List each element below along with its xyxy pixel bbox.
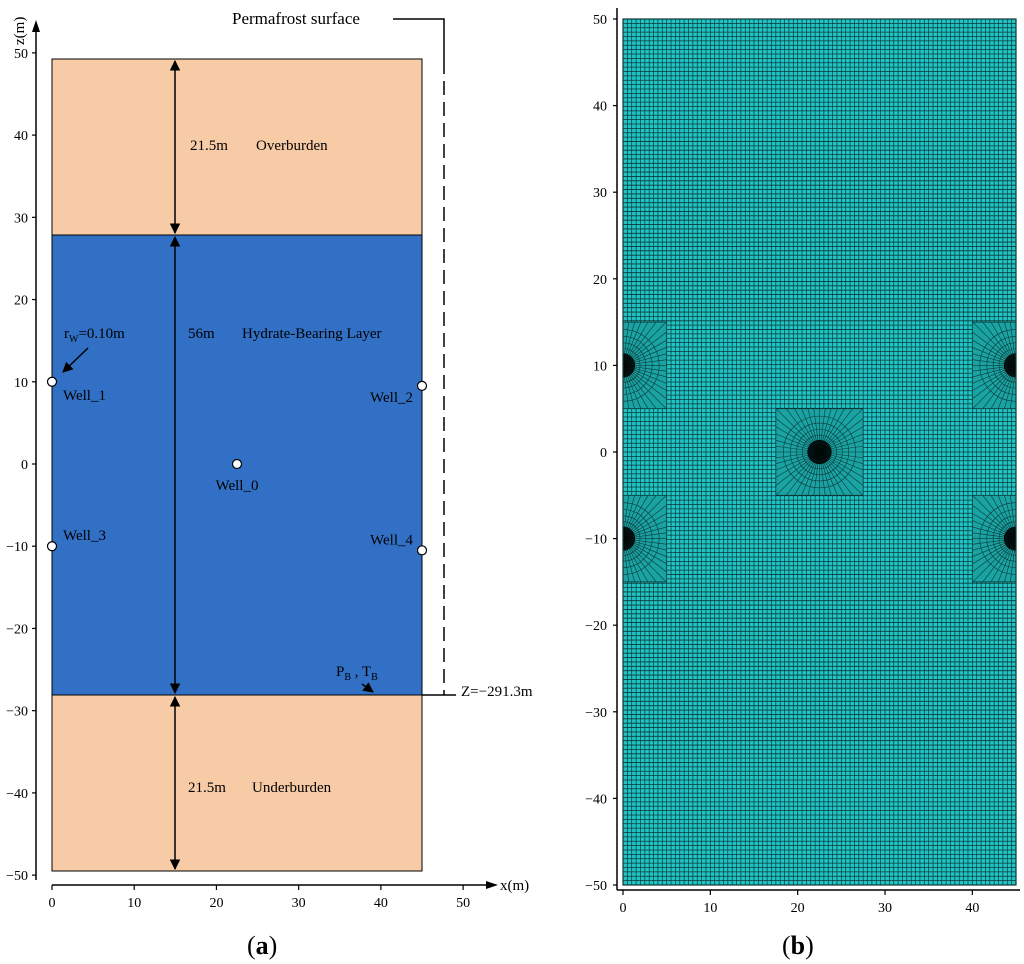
x-tick-label: 50	[456, 896, 470, 911]
b-y-tick-label: −50	[585, 879, 607, 894]
b-y-tick-label: 20	[593, 273, 607, 288]
b-y-tick-label: −10	[585, 533, 607, 548]
underburden-thickness-label: 21.5m	[188, 780, 226, 796]
x-axis-arrow	[486, 881, 498, 889]
z-tick-label: −30	[6, 705, 28, 720]
z-tick-label: −20	[6, 622, 28, 637]
x-tick-label: 20	[209, 896, 223, 911]
mesh-border	[622, 18, 1017, 886]
b-y-tick-label: −40	[585, 792, 607, 807]
well-marker	[416, 380, 428, 391]
z-tick-label: 50	[14, 47, 28, 62]
well-label: Well_1	[63, 388, 106, 404]
z-tick-label: −50	[6, 869, 28, 884]
well-radius-label: rW=0.10m	[64, 326, 125, 345]
overburden-layer	[51, 58, 423, 236]
overburden-thickness-label: 21.5m	[190, 138, 228, 154]
z-axis-label: z(m)	[12, 17, 28, 45]
panel-a: 50 40 30 20 10 0 −10 −20 −30 −40 −50 0 10 20 30 40 50 z…	[6, 9, 533, 960]
boundary-condition-arrow	[361, 682, 374, 693]
x-tick-label: 0	[49, 896, 56, 911]
z-axis-ticks: 50 40 30 20 10 0 −10 −20 −30 −40 −50	[6, 47, 36, 884]
b-x-tick-label: 10	[703, 901, 717, 916]
x-axis-ticks: 0 10 20 30 40 50	[49, 885, 470, 911]
wells: Well_0 Well_1 Well_2 Well_3 Well_4	[46, 376, 428, 556]
well-label: Well_4	[370, 532, 413, 548]
x-tick-label: 30	[292, 896, 306, 911]
caption-open-paren: (	[247, 931, 256, 960]
panel-b-caption: (b)	[782, 931, 814, 960]
well-radius-arrow	[62, 347, 89, 373]
refined-zone	[775, 408, 864, 496]
depth-label: Z=−291.3m	[461, 684, 533, 700]
mesh-horizontal-lines	[623, 19, 1016, 885]
well-marker	[416, 545, 428, 556]
b-y-tick-label: 40	[593, 100, 607, 115]
refined-zones	[623, 321, 1016, 583]
b-y-tick-label: −20	[585, 619, 607, 634]
b-y-tick-label: 50	[593, 13, 607, 28]
well-marker	[46, 541, 58, 552]
z-tick-label: 10	[14, 376, 28, 391]
b-x-tick-label: 20	[791, 901, 805, 916]
x-axis-label: x(m)	[500, 878, 529, 894]
well-label: Well_0	[216, 478, 259, 494]
caption-close-paren: )	[805, 931, 814, 960]
boundary-condition-label: PB , TB	[336, 664, 378, 683]
b-y-tick-label: 10	[593, 359, 607, 374]
x-tick-label: 10	[127, 896, 141, 911]
well-marker	[46, 376, 58, 387]
well-label: Well_2	[370, 390, 413, 406]
z-tick-label: −40	[6, 787, 28, 802]
z-tick-label: 0	[21, 458, 28, 473]
permafrost-surface-label: Permafrost surface	[232, 9, 360, 28]
refined-zone	[971, 494, 1016, 583]
z-tick-label: 30	[14, 211, 28, 226]
panel-b: 50 40 30 20 10 0 −10 −20 −30 −40 −50 0 10 20 30 40 (b)	[585, 8, 1020, 960]
x-tick-label: 40	[374, 896, 388, 911]
overburden-label: Overburden	[256, 138, 328, 154]
refined-zone	[971, 321, 1016, 410]
hydrate-thickness-label: 56m	[188, 326, 215, 342]
z-axis-arrow	[32, 20, 40, 32]
z-tick-label: −10	[6, 540, 28, 555]
caption-close-paren: )	[269, 931, 278, 960]
b-y-axis-ticks: 50 40 30 20 10 0 −10 −20 −30 −40 −50	[585, 13, 617, 894]
z-tick-label: 40	[14, 129, 28, 144]
b-x-tick-label: 0	[620, 901, 627, 916]
b-y-tick-label: 30	[593, 186, 607, 201]
permafrost-leader	[393, 18, 445, 60]
b-x-tick-label: 40	[965, 901, 979, 916]
z-tick-label: 20	[14, 294, 28, 309]
caption-open-paren: (	[782, 931, 791, 960]
well-label: Well_3	[63, 528, 106, 544]
underburden-layer	[51, 694, 423, 872]
b-y-tick-label: 0	[600, 446, 607, 461]
refined-zone	[623, 494, 668, 583]
hydrate-layer-label: Hydrate-Bearing Layer	[242, 326, 382, 342]
well-marker	[231, 458, 243, 470]
panel-a-caption: (a)	[247, 931, 277, 960]
underburden-label: Underburden	[252, 780, 332, 796]
b-x-tick-label: 30	[878, 901, 892, 916]
b-x-axis-ticks: 0 10 20 30 40	[620, 890, 979, 916]
b-y-tick-label: −30	[585, 706, 607, 721]
